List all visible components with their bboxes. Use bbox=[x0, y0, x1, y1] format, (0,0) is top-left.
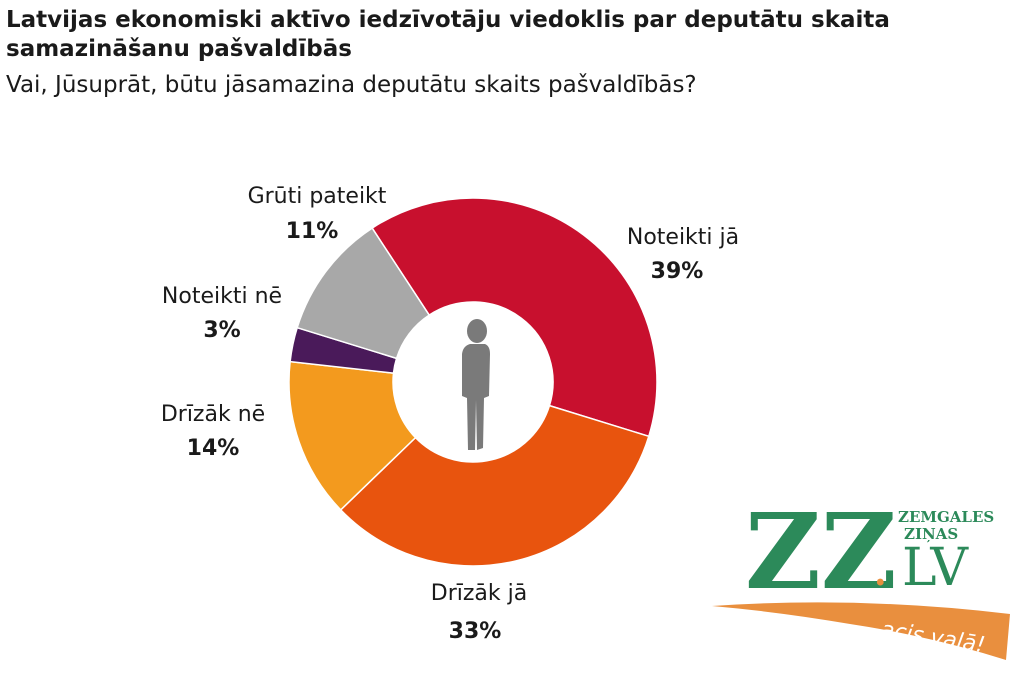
slice-label-drizak-ja: Drīzāk jā 33% bbox=[431, 581, 527, 644]
slice-label-text: Drīzāk nē bbox=[161, 402, 265, 427]
logo-domain-text: LV bbox=[902, 538, 969, 598]
zz-lv-logo: ZZ . LV ZEMGALES ZIŅAS acis vaļā! bbox=[712, 490, 1010, 660]
slice-label-noteikti-ne: Noteikti nē 3% bbox=[162, 284, 282, 343]
slice-label-text: Noteikti jā bbox=[627, 225, 739, 250]
slice-label-drizak-ne: Drīzāk nē 14% bbox=[161, 402, 265, 461]
slice-label-text: Noteikti nē bbox=[162, 284, 282, 309]
standing-person-icon bbox=[462, 319, 490, 450]
slice-value-text: 33% bbox=[449, 619, 502, 644]
slice-label-noteikti-ja: Noteikti jā 39% bbox=[627, 225, 739, 284]
donut-slices bbox=[288, 197, 658, 567]
slice-value-text: 14% bbox=[187, 436, 240, 461]
logo-dot: . bbox=[872, 538, 889, 598]
slice-value-text: 3% bbox=[203, 318, 240, 343]
logo-top-line-1: ZEMGALES bbox=[898, 508, 994, 526]
chart-title: Latvijas ekonomiski aktīvo iedzīvotāju v… bbox=[6, 7, 890, 62]
slice-label-text: Drīzāk jā bbox=[431, 581, 527, 606]
slice-label-text: Grūti pateikt bbox=[248, 184, 387, 209]
chart-subtitle: Vai, Jūsuprāt, būtu jāsamazina deputātu … bbox=[6, 72, 697, 98]
slice-value-text: 11% bbox=[286, 219, 339, 244]
slice-label-gruti-pateikt: Grūti pateikt 11% bbox=[248, 184, 387, 244]
logo-top-line-2: ZIŅAS bbox=[904, 525, 958, 543]
logo-main-text: ZZ bbox=[745, 490, 897, 613]
logo-swoosh bbox=[712, 602, 1010, 660]
slice-value-text: 39% bbox=[651, 259, 704, 284]
